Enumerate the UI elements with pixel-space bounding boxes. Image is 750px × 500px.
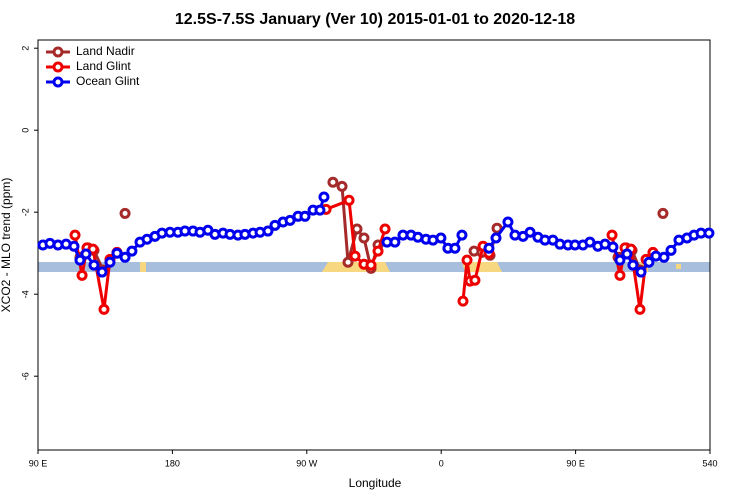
- y-axis-label: XCO2 - MLO trend (ppm): [0, 178, 13, 313]
- point: [98, 303, 110, 315]
- legend-label: Land Nadir: [76, 44, 135, 58]
- point: [96, 266, 108, 278]
- point: [262, 225, 274, 237]
- point: [634, 303, 646, 315]
- x-tick-label: 90 E: [29, 458, 48, 468]
- point: [372, 245, 384, 257]
- point: [665, 244, 677, 256]
- point: [76, 269, 88, 281]
- point: [88, 259, 100, 271]
- point: [614, 254, 626, 266]
- point: [703, 227, 715, 239]
- point: [126, 245, 138, 257]
- x-tick-label: 540: [702, 458, 717, 468]
- point: [614, 269, 626, 281]
- point: [469, 274, 481, 286]
- chart-title: 12.5S-7.5S January (Ver 10) 2015-01-01 t…: [175, 11, 575, 28]
- y-tick-label: 2: [20, 46, 30, 51]
- point: [318, 191, 330, 203]
- point: [456, 229, 468, 241]
- point: [490, 232, 502, 244]
- x-tick-label: 90 E: [566, 458, 585, 468]
- y-tick-label: -6: [20, 372, 30, 380]
- point: [342, 256, 354, 268]
- point: [643, 256, 655, 268]
- y-tick-label: -2: [20, 208, 30, 216]
- point: [635, 266, 647, 278]
- legend-marker: [52, 61, 64, 73]
- point: [389, 236, 401, 248]
- point: [68, 240, 80, 252]
- point: [284, 214, 296, 226]
- land-strip: [462, 262, 502, 272]
- point: [327, 176, 339, 188]
- point: [627, 259, 639, 271]
- point: [621, 248, 633, 260]
- point: [524, 226, 536, 238]
- point: [491, 222, 503, 234]
- x-tick-label: 180: [165, 458, 180, 468]
- point: [483, 242, 495, 254]
- y-tick-label: -4: [20, 290, 30, 298]
- point: [461, 254, 473, 266]
- legend-label: Land Glint: [76, 59, 131, 73]
- legend-label: Ocean Glint: [76, 74, 140, 88]
- x-tick-label: 90 W: [296, 458, 318, 468]
- point: [314, 204, 326, 216]
- land-strip: [140, 262, 146, 272]
- point: [80, 248, 92, 260]
- y-tick-label: 0: [20, 128, 30, 133]
- point: [343, 194, 355, 206]
- land-strip: [322, 262, 390, 272]
- point: [379, 223, 391, 235]
- point: [351, 223, 363, 235]
- point: [657, 207, 669, 219]
- point: [449, 242, 461, 254]
- point: [358, 232, 370, 244]
- point: [74, 254, 86, 266]
- point: [69, 229, 81, 241]
- point: [435, 232, 447, 244]
- point: [111, 247, 123, 259]
- point: [584, 236, 596, 248]
- x-tick-label: 0: [439, 458, 444, 468]
- legend-marker: [52, 76, 64, 88]
- point: [502, 216, 514, 228]
- point: [299, 210, 311, 222]
- legend-marker: [52, 46, 64, 58]
- x-axis-label: Longitude: [349, 476, 402, 490]
- point: [336, 180, 348, 192]
- point: [119, 207, 131, 219]
- point: [104, 256, 116, 268]
- land-strip: [676, 264, 681, 269]
- point: [658, 251, 670, 263]
- point: [457, 295, 469, 307]
- point: [87, 243, 99, 255]
- point: [365, 259, 377, 271]
- point: [349, 250, 361, 262]
- point: [606, 229, 618, 241]
- point: [119, 251, 131, 263]
- point: [607, 241, 619, 253]
